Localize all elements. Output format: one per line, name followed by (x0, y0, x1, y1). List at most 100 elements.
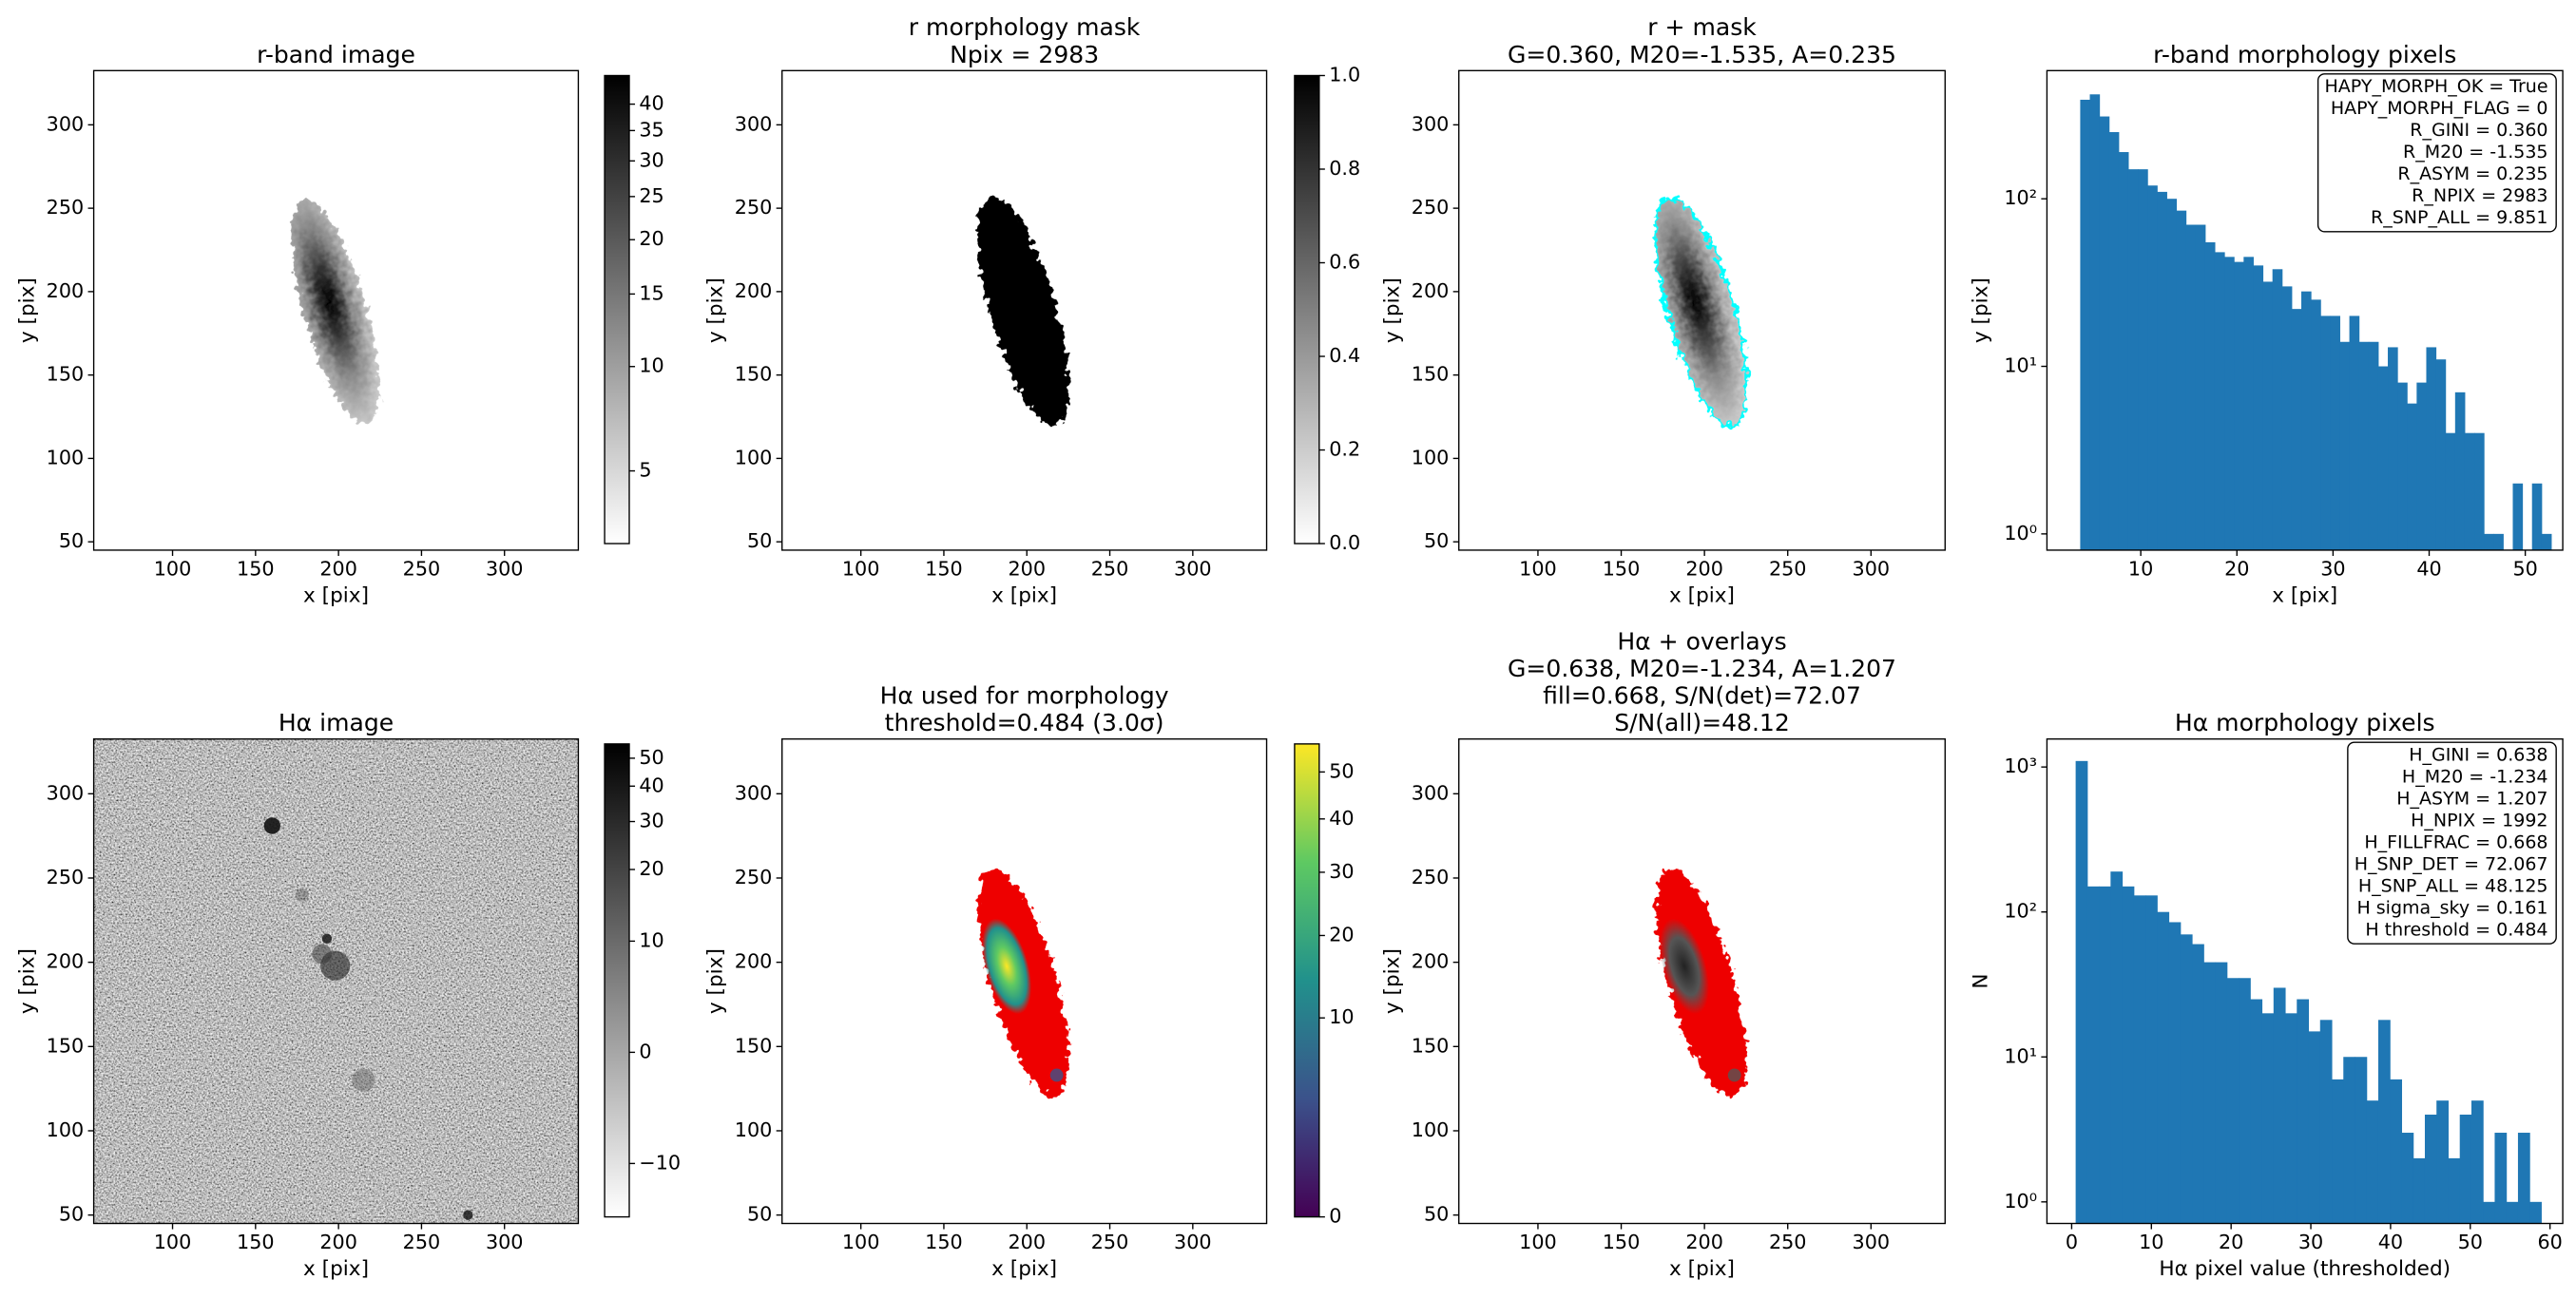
bar (2388, 347, 2398, 550)
annotation-line: H_ASYM = 1.207 (2396, 788, 2547, 809)
galaxy (291, 199, 379, 425)
x-tick-label: 50 (2458, 1231, 2483, 1253)
plot-area (781, 738, 1267, 1224)
y-tick-label: 10² (2004, 900, 2037, 923)
noise-background (93, 738, 579, 1224)
x-axis-label: x [pix] (2272, 583, 2337, 607)
y-tick-label: 200 (1412, 279, 1450, 302)
y-tick-label: 100 (47, 446, 85, 468)
bar (2262, 281, 2274, 550)
x-tick-label: 100 (1519, 1231, 1557, 1253)
bar (2366, 1100, 2379, 1224)
x-tick-label: 250 (1769, 1231, 1807, 1253)
bar (2075, 760, 2088, 1224)
bar (2285, 1013, 2297, 1224)
x-tick-label: 20 (2224, 558, 2249, 581)
x-tick-label: 50 (2512, 558, 2537, 581)
galaxy-mask (978, 197, 1069, 426)
y-axis-label: N (1969, 974, 1992, 989)
panel-title: Hα morphology pixels (2175, 709, 2435, 736)
x-tick-label: 250 (1769, 558, 1807, 581)
bar (2390, 1079, 2403, 1224)
bar (2512, 483, 2524, 550)
x-tick-label: 250 (403, 558, 441, 581)
axes-frame (1458, 69, 1946, 551)
bar (2250, 999, 2263, 1224)
colorbar-tick-label: 40 (639, 774, 663, 796)
annotation-line: H_NPIX = 1992 (2411, 810, 2547, 831)
annotation-box (2347, 741, 2557, 945)
bar (2459, 1114, 2472, 1224)
colorbar-tick-label: 0 (1329, 1205, 1341, 1228)
bar (2339, 341, 2351, 550)
x-tick-label: 300 (1174, 1231, 1212, 1253)
y-tick-label: 10⁰ (2004, 1190, 2037, 1213)
y-tick-label: 250 (47, 866, 85, 888)
panel-title: threshold=0.484 (3.0σ) (885, 709, 1164, 736)
panel-title: r morphology mask (909, 13, 1141, 41)
bar (2320, 315, 2331, 550)
panel-title: r-band morphology pixels (2153, 41, 2456, 68)
galaxy-core (982, 918, 1032, 1015)
bar (2407, 403, 2417, 550)
colorbar-tick-label: 15 (639, 281, 663, 304)
source-blob (321, 933, 333, 945)
x-tick-label: 250 (1091, 558, 1129, 581)
bar (2494, 1133, 2508, 1224)
bar (2215, 962, 2228, 1224)
galaxy-knot (1727, 1068, 1741, 1082)
bar (2118, 152, 2129, 550)
bar (2122, 886, 2135, 1224)
y-tick-label: 250 (47, 196, 85, 219)
panel-title: G=0.638, M20=-1.234, A=1.207 (1508, 655, 1896, 682)
colorbar (1294, 743, 1320, 1218)
x-axis-label: x [pix] (1669, 1257, 1735, 1281)
bar (2239, 978, 2251, 1224)
bar (2168, 922, 2182, 1224)
bar (2416, 382, 2427, 550)
bar (2311, 299, 2321, 550)
bar (2377, 366, 2389, 550)
bar (2195, 224, 2206, 550)
x-tick-label: 200 (319, 558, 357, 581)
x-tick-label: 200 (319, 1231, 357, 1253)
bar (2145, 895, 2158, 1224)
y-axis-label: y [pix] (1381, 277, 1405, 343)
x-tick-label: 200 (1008, 558, 1046, 581)
bar (2506, 1201, 2519, 1224)
x-tick-label: 10 (2139, 1231, 2163, 1253)
plot-area (2080, 94, 2552, 550)
colorbar-tick-label: 35 (639, 118, 663, 141)
y-tick-label: 150 (735, 1034, 773, 1057)
x-tick-label: 100 (154, 558, 192, 581)
x-tick-label: 150 (925, 1231, 963, 1253)
y-tick-label: 100 (735, 1118, 773, 1141)
bar (2203, 962, 2217, 1224)
x-tick-label: 250 (1091, 1231, 1129, 1253)
panel-title: S/N(all)=48.12 (1614, 709, 1790, 736)
y-tick-label: 10⁰ (2004, 522, 2037, 544)
annotation-line: R_NPIX = 2983 (2412, 185, 2547, 206)
bar (2243, 257, 2254, 550)
y-tick-label: 250 (1412, 866, 1450, 888)
bar (2281, 286, 2293, 550)
axes-frame (92, 69, 580, 551)
bar (2089, 94, 2101, 550)
x-tick-label: 300 (486, 558, 524, 581)
x-tick-label: 30 (2320, 558, 2345, 581)
source-blob (463, 1210, 473, 1220)
y-tick-label: 50 (747, 1203, 772, 1226)
x-tick-label: 100 (1519, 558, 1557, 581)
colorbar-tick-label: 25 (639, 184, 663, 207)
bar (2214, 252, 2225, 550)
panel: r-band morphology pixels 10 20 30 40 50 10⁰ 10¹… (1969, 41, 2564, 607)
colorbar-tick-label: 1.0 (1329, 63, 1360, 86)
colorbar (604, 74, 630, 544)
y-tick-label: 150 (735, 363, 773, 386)
y-tick-label: 200 (1412, 950, 1450, 973)
panel-title: r-band image (257, 41, 415, 68)
bar (2474, 432, 2485, 550)
